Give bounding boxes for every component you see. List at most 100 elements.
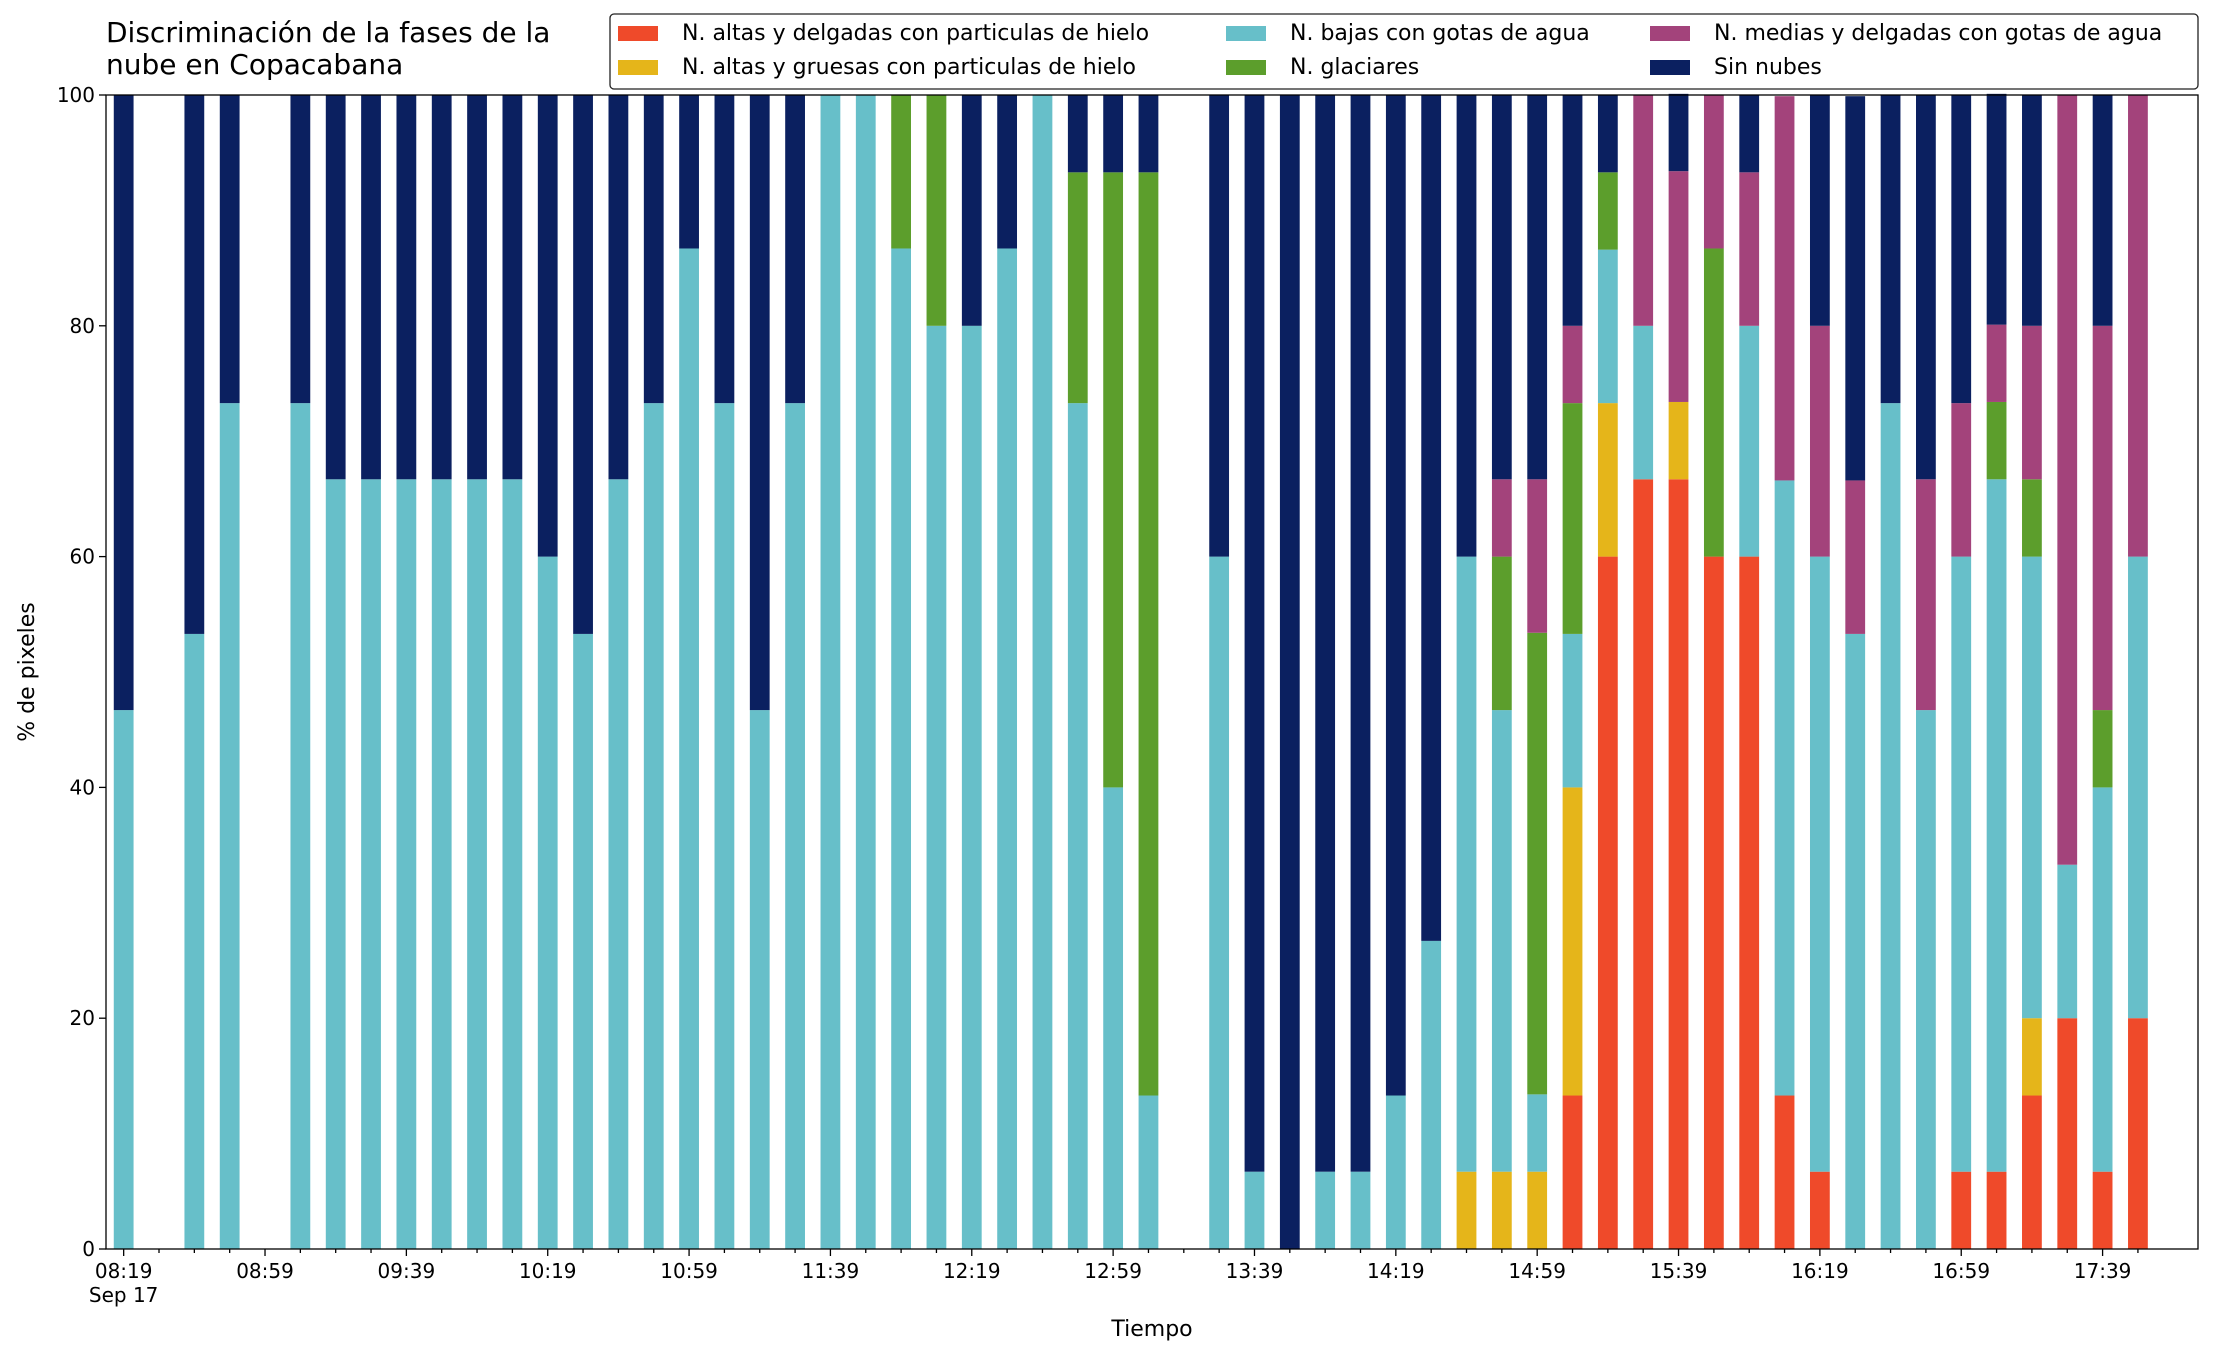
bar-segment [1244, 95, 1265, 1172]
bar-segment [1562, 633, 1583, 788]
bar-segment [573, 95, 593, 634]
bar-segment [1668, 479, 1689, 1250]
bar-segment [1209, 95, 1230, 557]
bar-segment [1633, 479, 1654, 1250]
bar-segment [396, 479, 417, 1250]
chart-title: Discriminación de la fases de la nube en … [106, 16, 550, 81]
bar-segment [2022, 95, 2042, 326]
bar-segment [1739, 556, 1760, 1249]
bar-segment [184, 95, 205, 634]
bar-segment [785, 95, 805, 404]
bar-segment [219, 403, 240, 1249]
x-tick-label: 13:39 [1226, 1259, 1284, 1283]
bar-segment [1315, 95, 1336, 1172]
x-tick-label: 16:59 [1932, 1259, 1990, 1283]
bar-segment [1597, 249, 1618, 404]
legend-label: Sin nubes [1714, 55, 1822, 80]
bar-segment [1456, 556, 1477, 1172]
legend-label: N. altas y delgadas con particulas de hi… [682, 21, 1149, 46]
bar-segment [1633, 95, 1654, 326]
y-tick-label: 60 [70, 545, 95, 569]
bar-segment [113, 95, 134, 711]
bar-segment [1279, 95, 1300, 1249]
bar-segment [1597, 172, 1618, 250]
bar-segment [1703, 95, 1724, 249]
bar-segment [1951, 556, 1972, 1172]
bar-segment [2022, 556, 2042, 1019]
bar-segment [1986, 401, 2007, 480]
bar-segment [1209, 556, 1230, 1249]
bar-segment [1350, 1171, 1371, 1249]
bar-segment [1916, 710, 1936, 1249]
bar-segment [891, 248, 911, 1249]
y-tick-label: 100 [57, 83, 95, 107]
bar-segment [1809, 556, 1830, 1172]
y-tick-label: 40 [70, 775, 95, 799]
bar-segment [2057, 95, 2078, 865]
bar-segment [537, 556, 558, 1249]
y-tick-label: 20 [70, 1006, 95, 1030]
bar-segment [1562, 787, 1583, 1096]
bar-segment [1491, 710, 1512, 1172]
bar-segment [2092, 325, 2113, 711]
bar-segment [1350, 95, 1371, 1172]
bar-segment [1562, 325, 1583, 404]
legend-label: N. medias y delgadas con gotas de agua [1714, 21, 2162, 46]
bar-segment [1103, 787, 1124, 1249]
x-tick-label: 10:19 [519, 1259, 577, 1283]
x-tick-label: 09:39 [378, 1259, 436, 1283]
bar-segment [1739, 325, 1760, 557]
bar-segment [1527, 632, 1548, 1095]
bar-segment [1951, 403, 1972, 557]
bar-segment [2057, 864, 2078, 1019]
x-tick-label: 16:19 [1791, 1259, 1849, 1283]
bar-segment [1244, 1171, 1265, 1249]
x-tick-label: 17:39 [2074, 1259, 2132, 1283]
bar-segment [1668, 171, 1689, 402]
x-tick-label: 15:39 [1650, 1259, 1708, 1283]
legend-label: N. bajas con gotas de agua [1290, 21, 1590, 46]
bar-segment [502, 479, 523, 1250]
bar-segment [467, 95, 487, 480]
legend-swatch [1226, 26, 1266, 41]
bar-segment [1809, 1171, 1830, 1249]
bar-segment [1527, 1094, 1548, 1172]
x-tick-label: 08:59 [236, 1259, 294, 1283]
bar-segment [1986, 324, 2007, 402]
bar-segment [1597, 556, 1618, 1249]
bar-segment [537, 95, 558, 557]
bar-segment [361, 479, 381, 1250]
bar-segment [2022, 1095, 2042, 1249]
bar-segment [2128, 556, 2148, 1019]
bar-segment [2057, 1018, 2078, 1249]
bar-segment [431, 95, 452, 480]
bar-segment [1633, 325, 1654, 480]
bar-segment [1774, 96, 1795, 481]
bar-segment [1456, 1171, 1477, 1249]
bar-segment [1315, 1171, 1336, 1249]
legend-swatch [1650, 26, 1690, 41]
bar-segment [1067, 403, 1088, 1249]
bar-segment [1527, 1171, 1548, 1249]
bar-segment [1491, 95, 1512, 480]
bar-segment [1774, 480, 1795, 1096]
bar-segment [431, 479, 452, 1250]
bar-segment [679, 95, 699, 249]
bar-segment [1421, 940, 1442, 1249]
bar-segment [1138, 95, 1159, 173]
bar-segment [1456, 95, 1477, 557]
bar-segment [1527, 95, 1548, 480]
bar-segment [1916, 95, 1936, 480]
bar-segment [785, 403, 805, 1249]
bar-segment [1562, 403, 1583, 634]
bar-segment [1491, 556, 1512, 711]
bar-segment [1103, 172, 1124, 788]
bar-segment [113, 710, 134, 1249]
bar-segment [855, 95, 876, 1249]
legend-swatch [1226, 60, 1266, 75]
x-date-label: Sep 17 [89, 1283, 159, 1307]
bar-segment [1951, 95, 1972, 404]
y-tick-label: 0 [82, 1237, 95, 1261]
bar-segment [1916, 479, 1936, 711]
